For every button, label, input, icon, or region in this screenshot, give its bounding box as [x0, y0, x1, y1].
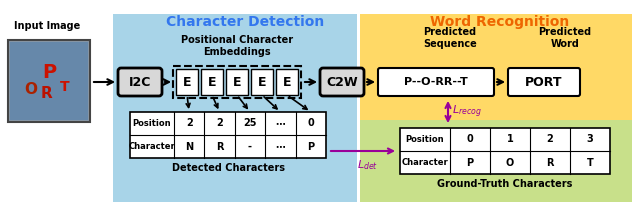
Text: O: O: [506, 158, 514, 167]
Text: R: R: [41, 85, 53, 100]
Text: I2C: I2C: [129, 75, 151, 88]
Bar: [8, 40, 90, 122]
Bar: [276, 69, 298, 95]
FancyBboxPatch shape: [378, 68, 494, 96]
Text: O: O: [24, 81, 38, 96]
Text: Character Detection: Character Detection: [166, 15, 324, 29]
Bar: [251, 69, 273, 95]
Text: Predicted
Word: Predicted Word: [538, 27, 591, 49]
Text: Ground-Truth Characters: Ground-Truth Characters: [437, 179, 573, 189]
Text: Predicted
Sequence: Predicted Sequence: [423, 27, 477, 49]
Bar: [113, 14, 357, 202]
Bar: [176, 69, 198, 95]
Bar: [360, 120, 632, 202]
Bar: [400, 128, 610, 174]
Text: 0: 0: [307, 119, 314, 128]
Text: Character: Character: [129, 142, 175, 151]
Text: 3: 3: [587, 134, 593, 145]
Text: 1: 1: [507, 134, 513, 145]
Text: $L_{recog}$: $L_{recog}$: [452, 104, 482, 120]
Text: E: E: [183, 75, 191, 88]
Bar: [201, 69, 223, 95]
Text: ⋯: ⋯: [276, 141, 285, 152]
Text: Word Recognition: Word Recognition: [430, 15, 570, 29]
Bar: [360, 14, 632, 120]
Text: 2: 2: [216, 119, 223, 128]
FancyBboxPatch shape: [118, 68, 162, 96]
Text: 0: 0: [467, 134, 474, 145]
Text: P: P: [467, 158, 474, 167]
Text: Detected Characters: Detected Characters: [172, 163, 285, 173]
Text: P: P: [42, 64, 56, 82]
Text: E: E: [258, 75, 266, 88]
Text: E: E: [283, 75, 291, 88]
Text: PORT: PORT: [525, 75, 563, 88]
Text: Position: Position: [406, 135, 444, 144]
Text: 2: 2: [547, 134, 554, 145]
Text: -: -: [248, 141, 252, 152]
Text: 25: 25: [243, 119, 257, 128]
FancyBboxPatch shape: [320, 68, 364, 96]
Text: ⋯: ⋯: [276, 119, 285, 128]
Text: T: T: [60, 80, 70, 94]
Text: Positional Character
Embeddings: Positional Character Embeddings: [181, 35, 293, 57]
Text: Input Image: Input Image: [14, 21, 80, 31]
Text: R: R: [547, 158, 554, 167]
Text: T: T: [587, 158, 593, 167]
FancyBboxPatch shape: [508, 68, 580, 96]
Bar: [173, 66, 301, 98]
Text: N: N: [185, 141, 193, 152]
Text: 2: 2: [186, 119, 193, 128]
Text: $L_{det}$: $L_{det}$: [357, 158, 379, 172]
Bar: [130, 112, 326, 158]
Bar: [226, 69, 248, 95]
Text: P--O-RR--T: P--O-RR--T: [404, 77, 468, 87]
Text: P: P: [307, 141, 314, 152]
Text: R: R: [216, 141, 223, 152]
Text: Position: Position: [132, 119, 172, 128]
Bar: [10, 42, 88, 120]
Text: E: E: [233, 75, 241, 88]
Text: C2W: C2W: [326, 75, 358, 88]
Text: Character: Character: [402, 158, 449, 167]
Text: E: E: [208, 75, 216, 88]
